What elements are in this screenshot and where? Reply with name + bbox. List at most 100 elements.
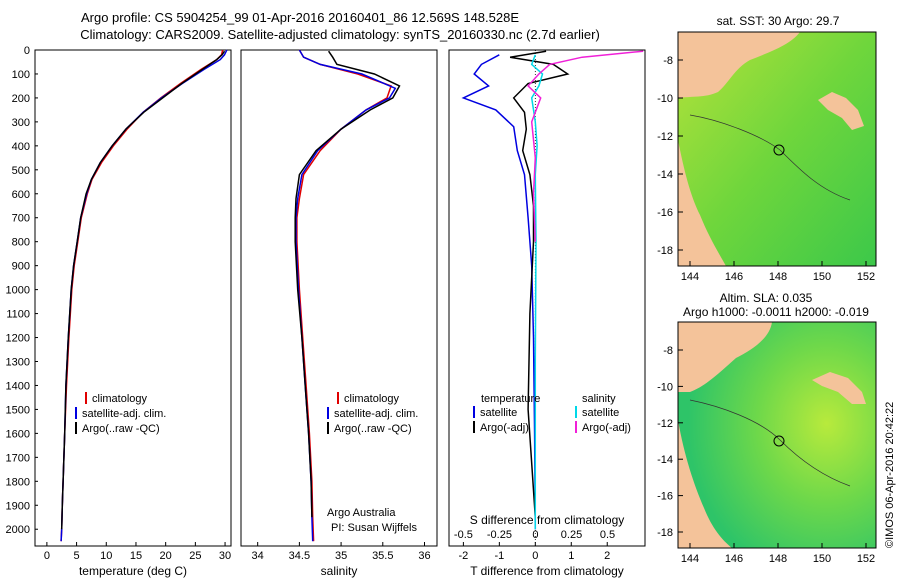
sla-land-australia (678, 420, 732, 548)
depth-tick-label: 1800 (6, 476, 30, 488)
lat-tick-label: -18 (657, 527, 673, 539)
temperature-axes-frame (34, 49, 232, 547)
sst-map-title: sat. SST: 30 Argo: 29.7 (717, 14, 840, 28)
legend-label-s-satellite: satellite (582, 407, 619, 419)
temperature-tick-labels: 0 5 10 15 20 25 30 (44, 542, 231, 562)
legend-label-argo: Argo(..raw -QC) (82, 423, 160, 435)
temperature-profile-lines (60, 49, 228, 542)
series-line-climatology (296, 49, 393, 542)
x-tick-label: -2 (458, 550, 468, 562)
sla-lon-tick-labels: 144 146 148 150 152 (681, 543, 875, 565)
salinity-tick-labels: 34 34.5 35 35.5 36 (252, 542, 431, 562)
sla-map-title-line2: Argo h1000: -0.0011 h2000: -0.019 (683, 305, 869, 319)
legend-title-temperature: temperature (481, 393, 540, 405)
sst-argo-location-marker (773, 144, 785, 156)
depth-tick-label: 2000 (6, 524, 30, 536)
annotation-argo-australia: Argo Australia (327, 507, 396, 519)
header-line2: Climatology: CARS2009. Satellite-adjuste… (80, 27, 600, 42)
annotation-pi: PI: Susan Wijffels (331, 522, 417, 534)
legend-label-satellite: satellite-adj. clim. (82, 408, 166, 420)
salinity-axes-frame (240, 49, 438, 547)
lat-tick-label: -16 (657, 491, 673, 503)
s-difference-tick-labels: -0.5 -0.25 0 0.25 0.5 (454, 529, 615, 541)
lon-tick-label: 150 (813, 553, 831, 565)
x-tick-label: 0.5 (600, 529, 615, 541)
x-tick-label: 35.5 (372, 550, 393, 562)
legend-label-satellite-2: satellite-adj. clim. (334, 408, 418, 420)
sla-argo-location-marker (773, 435, 785, 447)
depth-tick-label: 400 (12, 141, 30, 153)
sst-bathymetry-contour (689, 114, 851, 201)
legend-label-climatology-2: climatology (344, 393, 400, 405)
sla-lat-tick-labels: -8 -10 -12 -14 -16 -18 (657, 345, 683, 539)
sst-map: sat. SST: 30 Argo: 29.7 -8 -10 -12 -14 -16 -1… (657, 14, 877, 283)
depth-tick-label: 1100 (6, 309, 30, 321)
legend-label-s-argo: Argo(-adj) (582, 422, 631, 434)
lon-tick-label: 148 (769, 271, 787, 283)
sla-land-new-guinea (678, 322, 772, 392)
sla-land-islands (812, 372, 866, 404)
lon-tick-label: 146 (725, 271, 743, 283)
x-tick-label: -0.25 (487, 529, 512, 541)
x-tick-label: 0 (532, 529, 538, 541)
depth-tick-label: 0 (24, 45, 30, 57)
x-tick-label: 2 (604, 550, 610, 562)
x-tick-label: 25 (189, 550, 201, 562)
lat-tick-label: -8 (663, 345, 673, 357)
header-line1: Argo profile: CS 5904254_99 01-Apr-2016 … (81, 10, 519, 25)
x-tick-label: 0.25 (561, 529, 582, 541)
t-difference-tick-labels: -2 -1 0 1 2 (458, 542, 610, 562)
sst-lon-tick-labels: 144 146 148 150 152 (681, 261, 875, 283)
s-difference-xlabel: S difference from climatology (470, 513, 625, 527)
x-tick-label: 15 (130, 550, 142, 562)
legend-title-salinity: salinity (582, 393, 616, 405)
depth-tick-label: 1400 (6, 380, 30, 392)
x-tick-label: 35 (335, 550, 347, 562)
salinity-panel: 34 34.5 35 35.5 36 salinity climatology sate… (240, 49, 438, 578)
depth-tick-label: 200 (12, 93, 30, 105)
sst-land-australia (678, 140, 726, 266)
lon-tick-label: 150 (813, 271, 831, 283)
lon-tick-label: 152 (857, 553, 875, 565)
depth-tick-label: 1300 (6, 356, 30, 368)
series-line-argo-raw-qc (60, 50, 226, 530)
legend-label-argo-2: Argo(..raw -QC) (334, 423, 412, 435)
series-line-s-argo-adj (527, 50, 644, 242)
lat-tick-label: -14 (657, 169, 673, 181)
depth-tick-label: 1000 (6, 285, 30, 297)
depth-tick-label: 1900 (6, 500, 30, 512)
x-tick-label: -0.5 (454, 529, 473, 541)
x-tick-label: 30 (219, 550, 231, 562)
x-tick-label: 0 (532, 550, 538, 562)
depth-tick-label: 900 (12, 261, 30, 273)
depth-tick-label: 800 (12, 237, 30, 249)
depth-tick-label: 600 (12, 189, 30, 201)
lon-tick-label: 144 (681, 271, 699, 283)
x-tick-label: 1 (568, 550, 574, 562)
x-tick-label: -1 (494, 550, 504, 562)
depth-tick-label: 500 (12, 165, 30, 177)
difference-panel: -2 -1 0 1 2 -0.5 -0.25 0 0.25 0.5 T difference f… (448, 49, 646, 578)
lat-tick-label: -12 (657, 131, 673, 143)
temperature-legend: climatology satellite-adj. clim. Argo(..… (75, 392, 166, 435)
depth-tick-label: 1600 (6, 428, 30, 440)
salinity-xlabel: salinity (321, 564, 358, 578)
legend-label-t-argo: Argo(-adj) (480, 422, 529, 434)
series-line-t-satellite (461, 54, 537, 530)
legend-label-climatology: climatology (92, 393, 148, 405)
sla-map-frame (677, 321, 877, 549)
temperature-panel: 0100200300400500600700800900100011001200… (6, 45, 452, 578)
series-line-s-satellite (530, 54, 544, 530)
lon-tick-label: 148 (769, 553, 787, 565)
x-tick-label: 34.5 (289, 550, 310, 562)
t-difference-xlabel: T difference from climatology (470, 564, 624, 578)
depth-tick-label: 1700 (6, 452, 30, 464)
sla-map: Altim. SLA: 0.035 Argo h1000: -0.0011 h2… (657, 291, 877, 565)
sla-bathymetry-contour (689, 399, 851, 487)
sst-lat-tick-labels: -8 -10 -12 -14 -16 -18 (657, 55, 683, 257)
difference-axes-frame (448, 49, 646, 547)
lat-tick-label: -16 (657, 207, 673, 219)
x-tick-label: 34 (252, 550, 264, 562)
difference-profile-lines (461, 50, 644, 530)
